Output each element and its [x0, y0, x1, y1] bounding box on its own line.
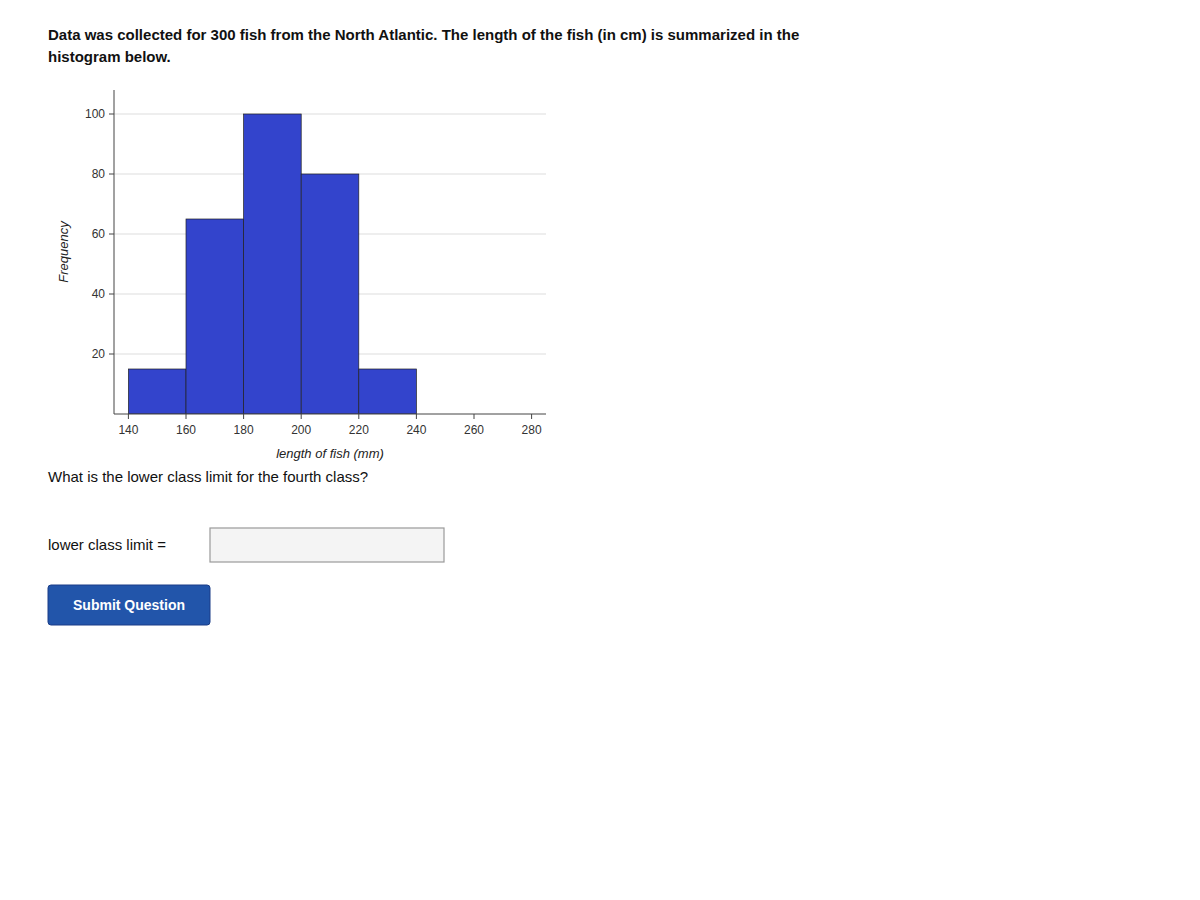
bar [244, 114, 302, 414]
bar [186, 219, 244, 414]
x-tick [301, 414, 302, 419]
y-tick [109, 114, 114, 115]
x-tick [186, 414, 187, 419]
y-tick [109, 174, 114, 175]
x-tick [531, 414, 532, 419]
x-axis-label: length of fish (mm) [276, 446, 384, 461]
y-tick-label: 60 [92, 227, 106, 241]
y-axis-label: Frequency [56, 220, 71, 283]
x-tick [416, 414, 417, 419]
question-text: What is the lower class limit for the fo… [48, 468, 368, 485]
y-axis-line [114, 90, 115, 414]
x-tick-label: 140 [118, 423, 138, 437]
answer-label: lower class limit = [48, 536, 166, 553]
bar [301, 174, 359, 414]
title-line-2: histogram below. [48, 48, 171, 65]
bar [359, 369, 417, 414]
x-tick-label: 280 [522, 423, 542, 437]
x-tick-label: 180 [234, 423, 254, 437]
y-tick [109, 294, 114, 295]
y-tick-label: 80 [92, 167, 106, 181]
bar [128, 369, 186, 414]
x-axis-line [114, 414, 546, 415]
y-tick [109, 354, 114, 355]
grid-line [114, 114, 546, 115]
submit-button-label[interactable]: Submit Question [73, 597, 185, 613]
bars [128, 114, 416, 414]
x-tick [243, 414, 244, 419]
answer-box[interactable] [210, 528, 444, 562]
submit-button[interactable]: Submit Question [48, 585, 210, 625]
x-tick-label: 220 [349, 423, 369, 437]
x-tick [474, 414, 475, 419]
y-tick [109, 234, 114, 235]
y-tick-label: 20 [92, 347, 106, 361]
title: Data was collected for 300 fish from the… [48, 26, 799, 43]
x-tick-label: 160 [176, 423, 196, 437]
y-tick-label: 40 [92, 287, 106, 301]
submit-button-bg[interactable] [48, 585, 210, 625]
x-tick [128, 414, 129, 419]
x-tick-label: 200 [291, 423, 311, 437]
y-tick-label: 100 [85, 107, 105, 121]
x-tick-label: 240 [406, 423, 426, 437]
x-tick [358, 414, 359, 419]
x-tick-label: 260 [464, 423, 484, 437]
page: Data was collected for 300 fish from the… [0, 0, 1200, 900]
